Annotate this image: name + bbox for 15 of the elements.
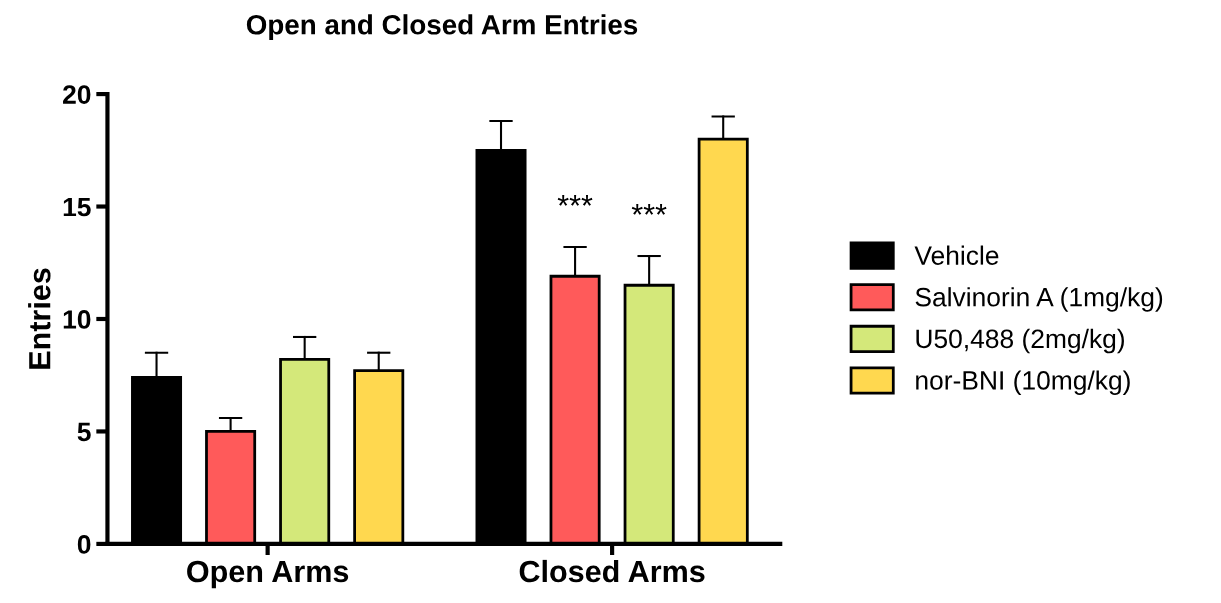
x-tick-label: Open Arms — [187, 560, 349, 589]
y-tick-label: 10 — [63, 310, 91, 329]
legend-label: U50,488 (2mg/kg) — [916, 328, 1124, 354]
y-tick-label: 0 — [77, 535, 91, 554]
legend-label: Salvinorin A (1mg/kg) — [915, 287, 1163, 312]
x-tick-label: Closed Arms — [519, 559, 705, 583]
y-tick-label: 15 — [63, 197, 91, 217]
legend-label: nor-BNI (10mg/kg) — [916, 370, 1130, 395]
annotation: *** — [557, 195, 593, 206]
annotation: *** — [631, 204, 667, 215]
chart-title: Open and Closed Arm Entries — [246, 14, 638, 41]
y-tick-label: 20 — [63, 85, 91, 104]
y-tick-label: 5 — [77, 422, 91, 442]
legend-label: Vehicle — [914, 245, 999, 265]
y-axis-title: Entries — [28, 268, 51, 369]
